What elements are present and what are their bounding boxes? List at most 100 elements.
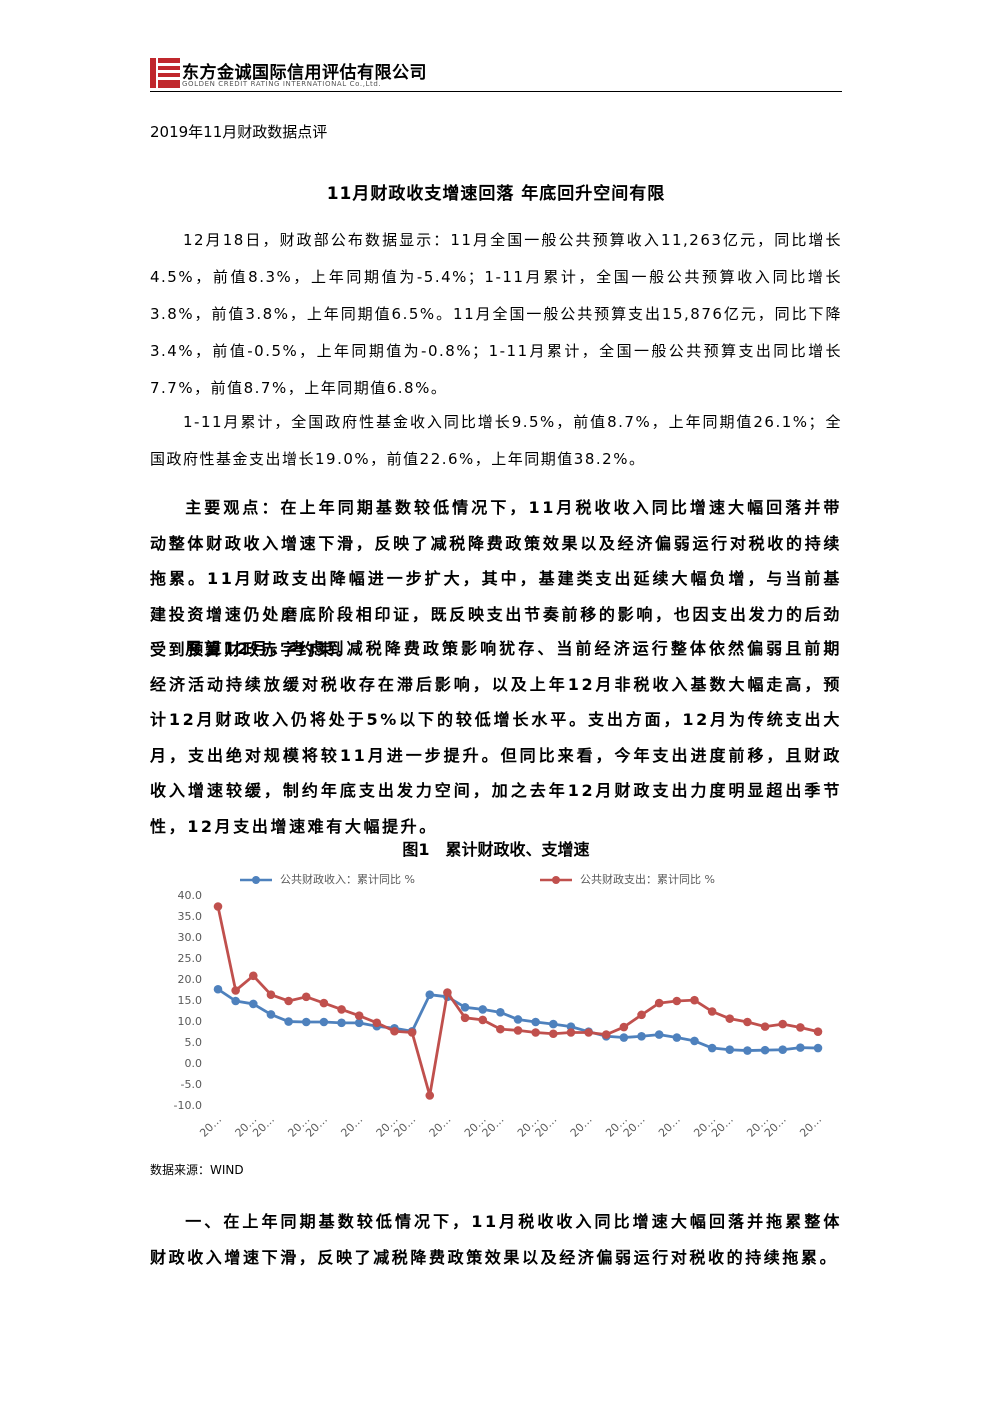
data-point [354,1018,364,1028]
legend-marker [252,876,260,884]
data-point [478,1015,488,1025]
data-point [601,1030,611,1039]
data-point [443,988,452,997]
data-point [248,999,258,1009]
data-point [372,1018,382,1028]
data-point [778,1019,788,1029]
y-tick-label: 20.0 [178,973,203,986]
data-point [548,1019,558,1029]
subtitle: 2019年11月财政数据点评 [150,123,328,141]
data-point [654,998,664,1008]
data-point [213,984,223,994]
data-point [531,1028,540,1037]
data-point [760,1022,770,1031]
data-point [231,996,240,1006]
data-point [619,1033,629,1042]
data-point [425,1091,435,1100]
data-point [778,1045,788,1055]
data-point [813,1043,823,1053]
data-point [654,1030,664,1039]
company-name: 东方金诚国际信用评估有限公司 [182,63,427,83]
paragraph: 展望12月，考虑到减税降费政策影响犹存、当前经济运行整体依然偏弱且前期经济活动持… [150,639,842,836]
data-point [566,1028,576,1037]
title: 11月财政收支增速回落 年底回升空间有限 [326,184,666,204]
x-tick-label: 20… [197,1113,224,1140]
y-tick-label: 5.0 [185,1036,203,1049]
data-point [425,990,435,999]
y-tick-label: 35.0 [178,910,203,923]
data-point [266,990,276,999]
data-point [672,1033,682,1042]
data-point [231,986,240,995]
data-point [707,1007,717,1016]
data-point [531,1017,540,1027]
data-point [672,996,682,1006]
data-point [319,1017,329,1027]
data-point [513,1015,523,1024]
data-point [337,1005,346,1014]
data-point [301,1017,311,1027]
header-rule [150,91,842,92]
paragraph: 主要观点：在上年同期基数较低情况下，11月税收收入同比增速大幅回落并带动整体财政… [150,498,842,659]
data-point [637,1010,646,1020]
y-tick-label: 0.0 [185,1057,203,1070]
x-tick-label: 20… [656,1113,683,1140]
data-point [619,1022,629,1032]
company-name-en: GOLDEN CREDIT RATING INTERNATIONAL Co.,L… [182,80,382,88]
data-point [513,1026,523,1035]
data-point [760,1045,770,1055]
x-tick-label: 20… [427,1113,454,1140]
legend-label: 公共财政收入：累计同比 % [280,872,415,886]
logo [150,58,180,88]
data-point [566,1022,576,1031]
data-point [707,1043,717,1053]
data-point [284,996,293,1006]
data-point [548,1029,558,1039]
data-point [743,1046,752,1055]
data-point [725,1014,735,1023]
data-point [725,1045,735,1055]
data-point [213,902,223,911]
legend-label: 公共财政支出：累计同比 % [580,872,715,886]
data-point [301,992,311,1002]
data-point [813,1027,823,1036]
source-note: 数据来源：WIND [150,1163,244,1177]
data-point [796,1043,805,1052]
x-tick-label: 20… [797,1113,824,1140]
data-point [478,1005,488,1014]
y-tick-label: 25.0 [178,952,203,965]
data-point [337,1018,346,1028]
data-point [354,1011,364,1020]
data-point [690,995,699,1005]
data-point [690,1036,699,1046]
data-point [743,1017,752,1027]
y-tick-label: -10.0 [174,1099,202,1112]
data-point [637,1031,646,1041]
y-tick-label: 15.0 [178,994,203,1007]
figure-caption: 图1 累计财政收、支增速 [402,840,590,859]
paragraph: 12月18日，财政部公布数据显示：11月全国一般公共预算收入11,263亿元，同… [150,231,842,397]
data-point [584,1028,593,1037]
section-heading: 一、在上年同期基数较低情况下，11月税收收入同比增速大幅回落并拖累整体财政收入增… [150,1212,842,1267]
paragraph: 1-11月累计，全国政府性基金收入同比增长9.5%，前值8.7%，上年同期值26… [150,413,842,468]
x-tick-label: 20… [568,1113,595,1140]
y-tick-label: 30.0 [178,931,203,944]
y-tick-label: 40.0 [178,889,203,902]
data-point [496,1008,505,1017]
data-point [496,1024,505,1034]
series-line [216,906,819,1097]
y-tick-label: 10.0 [178,1015,203,1028]
y-tick-label: -5.0 [181,1078,202,1091]
data-point [248,971,258,981]
data-point [796,1023,805,1032]
data-point [407,1028,417,1037]
data-point [460,1003,470,1012]
data-point [460,1013,470,1023]
data-point [284,1017,293,1026]
legend-marker [552,876,560,884]
data-point [319,998,329,1008]
data-point [266,1010,276,1019]
chart: 40.0 35.0 30.0 25.0 20.0 15.0 10.0 5.0 0.0 -5.0 -1… [174,872,825,1140]
